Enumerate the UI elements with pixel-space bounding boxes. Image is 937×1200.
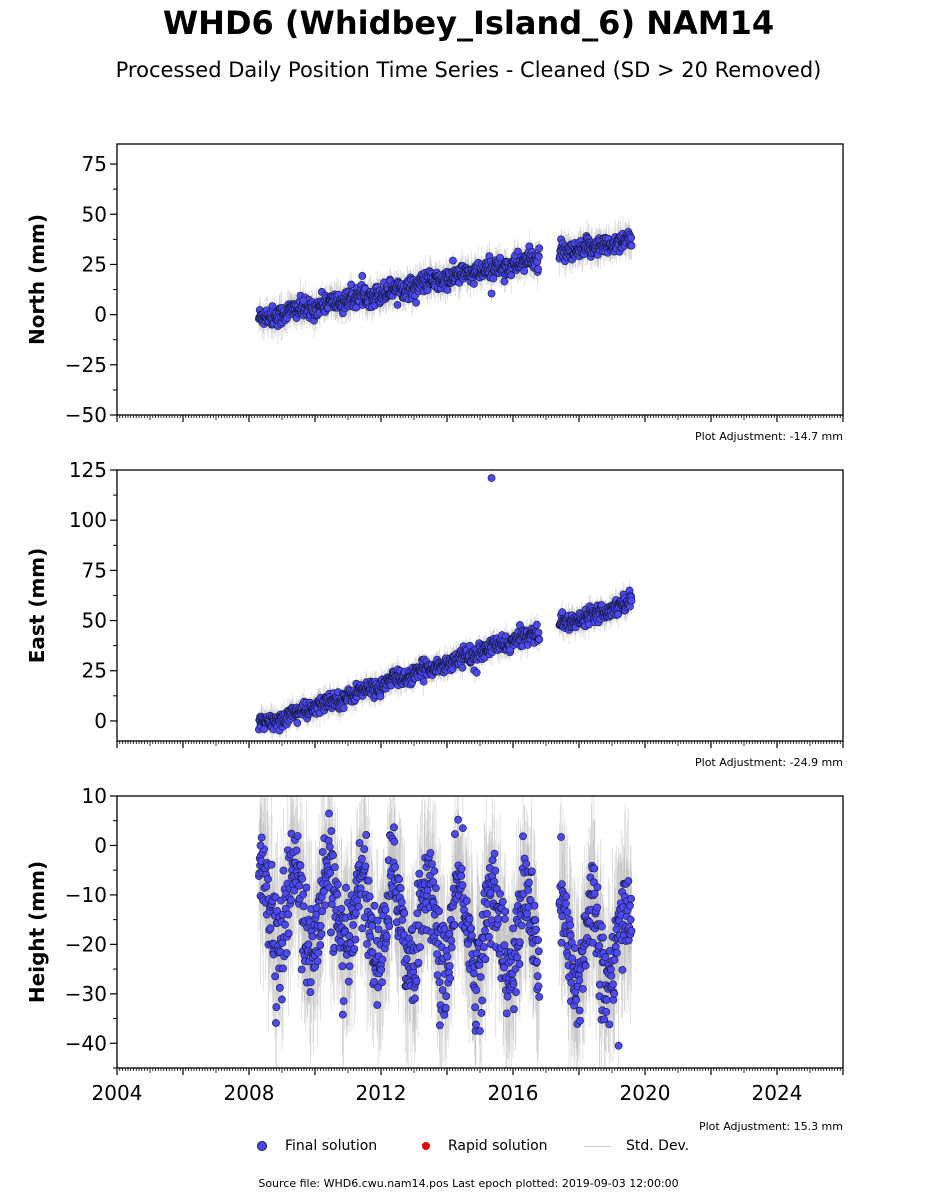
final-solution-point [419, 677, 428, 686]
axes-frame [116, 469, 844, 742]
final-solution-point [449, 256, 457, 265]
final-solution-point [534, 252, 543, 261]
final-solution-point [520, 267, 529, 275]
final-solution-point [299, 296, 308, 305]
final-solution-point [487, 474, 496, 482]
final-solution-point [472, 668, 481, 677]
final-solution-point [339, 704, 348, 712]
final-solution-points [254, 228, 636, 331]
plot-adjustment-note: Plot Adjustment: -24.9 mm [695, 756, 843, 769]
final-solution-point [443, 286, 452, 294]
final-solution-point [627, 241, 636, 250]
final-solution-point [423, 286, 432, 295]
final-solution-point [534, 628, 543, 637]
y-axis-label: North (mm) [25, 214, 49, 345]
final-solution-point [260, 725, 268, 734]
final-solution-point [534, 265, 542, 273]
y-tick-label: 50 [82, 609, 107, 633]
y-tick-label: −50 [65, 403, 107, 427]
y-tick-label: 125 [69, 458, 107, 482]
final-solution-point [535, 635, 544, 644]
y-tick-label: 100 [69, 508, 107, 532]
y-tick-label: 0 [94, 709, 107, 733]
final-solution-point [500, 277, 509, 286]
plot-adjustment-note: Plot Adjustment: -14.7 mm [695, 430, 843, 443]
final-solution-points [254, 474, 636, 735]
y-axis-label: East (mm) [25, 548, 49, 664]
y-tick-label: 25 [82, 659, 107, 683]
final-solution-point [393, 300, 402, 309]
final-solution-point [470, 279, 478, 288]
chart-title: WHD6 (Whidbey_Island_6) NAM14 [162, 4, 775, 42]
final-solution-point [535, 244, 544, 253]
final-solution-point [458, 663, 467, 672]
y-tick-label: 0 [94, 303, 107, 327]
final-solution-point [614, 610, 622, 619]
final-solution-point [627, 596, 636, 605]
panel-0: −50 −25 0 25 50 75 North (mm) Plot Adjustment: … [25, 143, 844, 443]
final-solution-point [412, 298, 421, 307]
final-solution-point [627, 233, 636, 242]
chart-subtitle: Processed Daily Position Time Series - C… [115, 58, 822, 82]
final-solution-point [376, 692, 385, 701]
y-tick-label: 50 [82, 202, 107, 226]
y-tick-label: −25 [65, 353, 107, 377]
final-solution-point [347, 280, 356, 289]
y-tick-label: 75 [82, 558, 107, 582]
final-solution-point [532, 620, 541, 629]
final-solution-point [507, 271, 516, 280]
final-solution-point [293, 719, 302, 727]
final-solution-point [358, 272, 367, 280]
final-solution-point [487, 289, 496, 298]
y-tick-label: 25 [82, 252, 107, 276]
y-tick-label: 75 [82, 152, 107, 176]
panel-1: 0 25 50 75 100 125 East (mm) Plot Adjustment: -… [25, 458, 844, 769]
